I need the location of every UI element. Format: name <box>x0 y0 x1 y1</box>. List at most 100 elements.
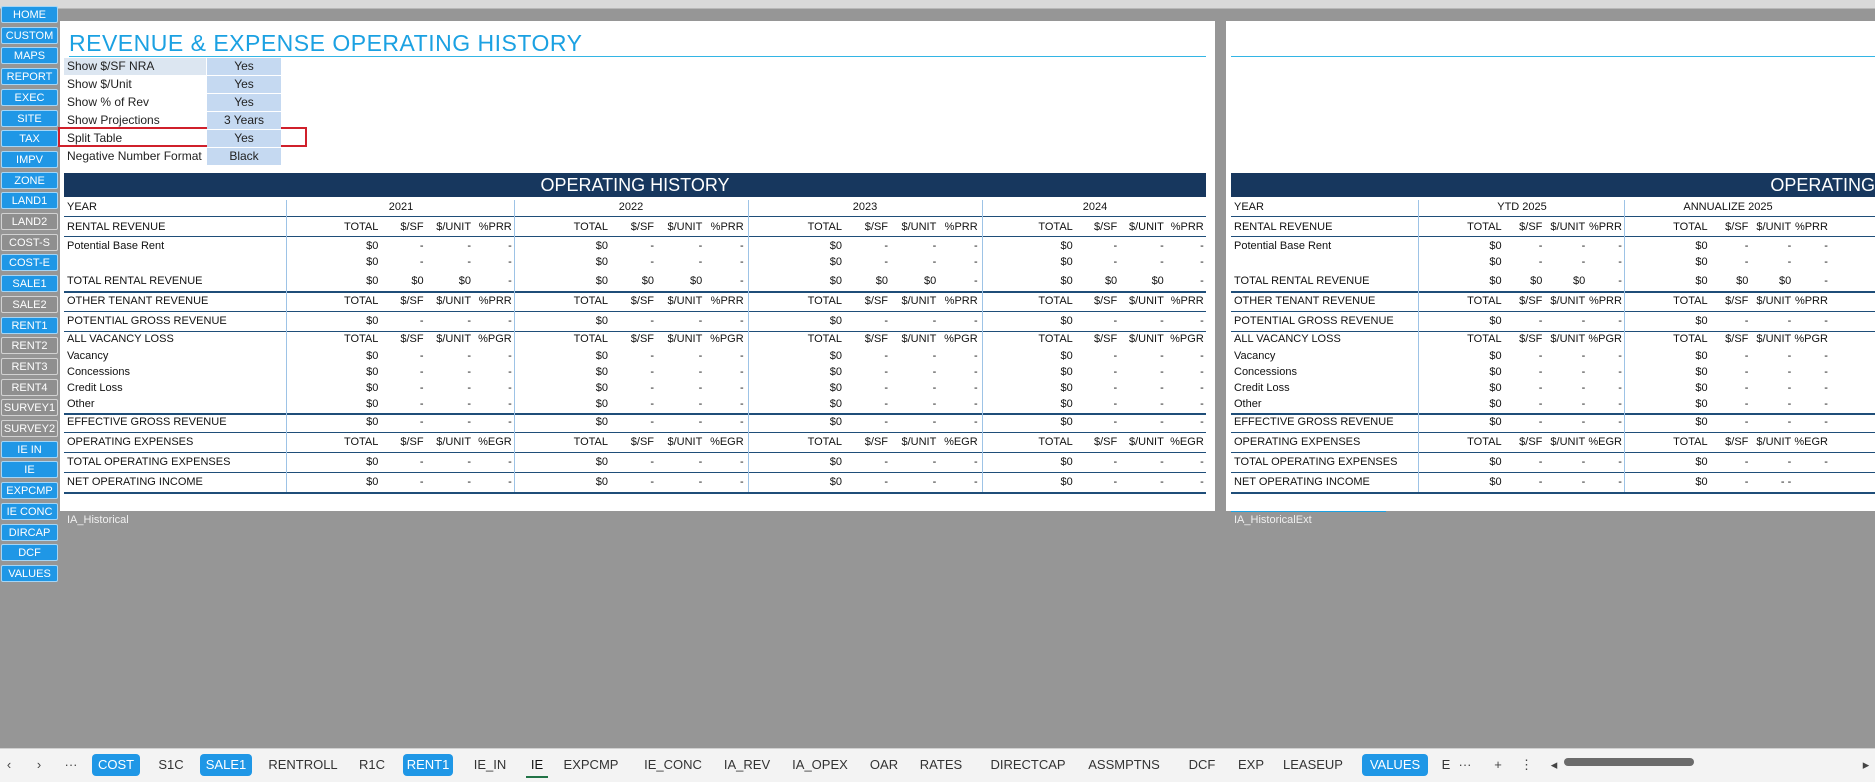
cell-value: $0 <box>1104 275 1118 287</box>
nav-button-exec[interactable]: EXEC <box>1 88 58 106</box>
nav-button-tax[interactable]: TAX <box>1 130 58 148</box>
nav-button-ie[interactable]: IE <box>1 461 58 479</box>
sheet-tab-ie-conc[interactable]: IE_CONC <box>644 757 702 772</box>
nav-button-impv[interactable]: IMPV <box>1 150 58 168</box>
sheet-tab-sale1[interactable]: SALE1 <box>200 754 252 776</box>
cell-value: $0 <box>1778 275 1792 287</box>
cell-value: TOTAL <box>343 295 379 307</box>
scroll-right-icon[interactable]: › <box>36 757 42 772</box>
sheet-tab-ia-opex[interactable]: IA_OPEX <box>792 757 848 772</box>
sheet-tab-leaseup[interactable]: LEASEUP <box>1283 757 1343 772</box>
sheet-tab-rates[interactable]: RATES <box>919 757 963 772</box>
add-sheet-icon[interactable]: + <box>1494 757 1502 772</box>
nav-button-sale1[interactable]: SALE1 <box>1 275 58 293</box>
option-label: Show Projections <box>67 113 160 127</box>
sheet-tab-ie[interactable]: IE <box>526 754 548 778</box>
cell-value: - <box>698 240 703 252</box>
cell-value: %EGR <box>944 436 978 448</box>
option-value[interactable]: Yes <box>207 130 281 147</box>
cell-value: $0 <box>1060 315 1073 327</box>
nav-button-custom[interactable]: CUSTOM <box>1 26 58 44</box>
cell-value: $/UNIT <box>1756 333 1792 345</box>
cell-value: - <box>1538 350 1543 362</box>
nav-button-rent1[interactable]: RENT1 <box>1 316 58 334</box>
row-label: RENTAL REVENUE <box>67 221 166 233</box>
cell-value: - <box>650 366 654 378</box>
row-label: Potential Base Rent <box>67 240 165 252</box>
cell-value: $0 <box>641 275 654 287</box>
cell-value: - <box>884 476 888 488</box>
sheet-tab-rentroll[interactable]: RENTROLL <box>268 757 338 772</box>
sheet-tab-r1c[interactable]: R1C <box>358 757 385 772</box>
nav-button-maps[interactable]: MAPS <box>1 47 58 65</box>
table-rule <box>64 216 1206 217</box>
cell-value: - <box>932 476 937 488</box>
table-rule <box>1231 432 1875 433</box>
sheet-tab-expcmp[interactable]: EXPCMP <box>563 757 619 772</box>
nav-button-cost-e[interactable]: COST-E <box>1 254 58 272</box>
row-label: RENTAL REVENUE <box>1234 221 1333 233</box>
option-value[interactable]: Yes <box>207 94 281 111</box>
hscroll-left-icon[interactable]: ◂ <box>1550 757 1558 772</box>
cell-value: $0 <box>829 256 842 268</box>
option-value[interactable]: 3 Years <box>207 112 281 129</box>
cell-value: - <box>467 476 472 488</box>
sheet-tab-directcap[interactable]: DIRECTCAP <box>990 757 1066 772</box>
sheet-tab-exp[interactable]: EXP <box>1237 757 1264 772</box>
cell-value: - <box>1160 256 1164 268</box>
nav-button-dircap[interactable]: DIRCAP <box>1 523 58 541</box>
nav-button-ie-conc[interactable]: IE CONC <box>1 502 58 520</box>
horizontal-scrollbar[interactable] <box>1564 758 1694 766</box>
scroll-left-icon[interactable]: ‹ <box>6 757 12 772</box>
option-label: Split Table <box>67 131 123 145</box>
cell-value: $/UNIT <box>1128 295 1164 307</box>
sheet-tab-ie-in[interactable]: IE_IN <box>473 757 507 772</box>
sheet-tab-oar[interactable]: OAR <box>869 757 899 772</box>
nav-button-land2[interactable]: LAND2 <box>1 213 58 230</box>
nav-button-survey2[interactable]: SURVEY2 <box>1 420 58 437</box>
sheet-tab-s1c[interactable]: S1C <box>158 757 184 772</box>
nav-button-ie-in[interactable]: IE IN <box>1 440 58 458</box>
cell-value: - <box>1824 456 1828 468</box>
cell-value: - <box>1113 416 1118 428</box>
nav-button-rent4[interactable]: RENT4 <box>1 378 58 396</box>
nav-button-land1[interactable]: LAND1 <box>1 192 58 210</box>
cell-value: - <box>1824 275 1828 287</box>
more-tabs-right-icon[interactable]: ··· <box>1458 757 1472 772</box>
nav-button-zone[interactable]: ZONE <box>1 171 58 189</box>
nav-button-sale2[interactable]: SALE2 <box>1 295 58 313</box>
more-tabs-icon[interactable]: ··· <box>64 757 78 772</box>
table-rule <box>1231 291 1875 293</box>
nav-button-site[interactable]: SITE <box>1 109 58 127</box>
option-value[interactable]: Black <box>207 148 281 165</box>
cell-value: - <box>1581 240 1586 252</box>
cell-value: %PRR <box>1794 295 1828 307</box>
cell-value: - <box>932 315 937 327</box>
sheet-tab-cost[interactable]: COST <box>92 754 140 776</box>
sheet-menu-icon[interactable]: ⋮ <box>1520 757 1533 772</box>
sheet-tab-ia-rev[interactable]: IA_REV <box>723 757 771 772</box>
nav-button-cost-s[interactable]: COST-S <box>1 233 58 251</box>
nav-button-dcf[interactable]: DCF <box>1 544 58 562</box>
table-banner: OPERATING <box>1231 173 1875 197</box>
nav-button-rent3[interactable]: RENT3 <box>1 357 58 375</box>
sheet-tab-assmptns[interactable]: ASSMPTNS <box>1088 757 1160 772</box>
nav-button-expcmp[interactable]: EXPCMP <box>1 482 58 500</box>
cell-value: - <box>467 256 472 268</box>
nav-button-report[interactable]: REPORT <box>1 68 58 86</box>
cell-value: - <box>1744 398 1749 410</box>
sheet-tab-e[interactable]: E <box>1441 757 1451 772</box>
hscroll-right-icon[interactable]: ▸ <box>1862 757 1870 772</box>
sheet-tab-rent1[interactable]: RENT1 <box>403 754 453 776</box>
cell-value: - <box>650 256 654 268</box>
nav-button-rent2[interactable]: RENT2 <box>1 337 58 355</box>
nav-button-home[interactable]: HOME <box>1 6 58 23</box>
sheet-tab-values[interactable]: VALUES <box>1362 754 1428 776</box>
nav-button-values[interactable]: VALUES <box>1 564 58 582</box>
cell-value: - <box>1160 315 1164 327</box>
nav-button-survey1[interactable]: SURVEY1 <box>1 399 58 417</box>
option-value[interactable]: Yes <box>207 76 281 93</box>
selected-cell-outline <box>58 127 307 147</box>
option-value[interactable]: Yes <box>207 58 281 75</box>
sheet-tab-dcf[interactable]: DCF <box>1188 757 1216 772</box>
